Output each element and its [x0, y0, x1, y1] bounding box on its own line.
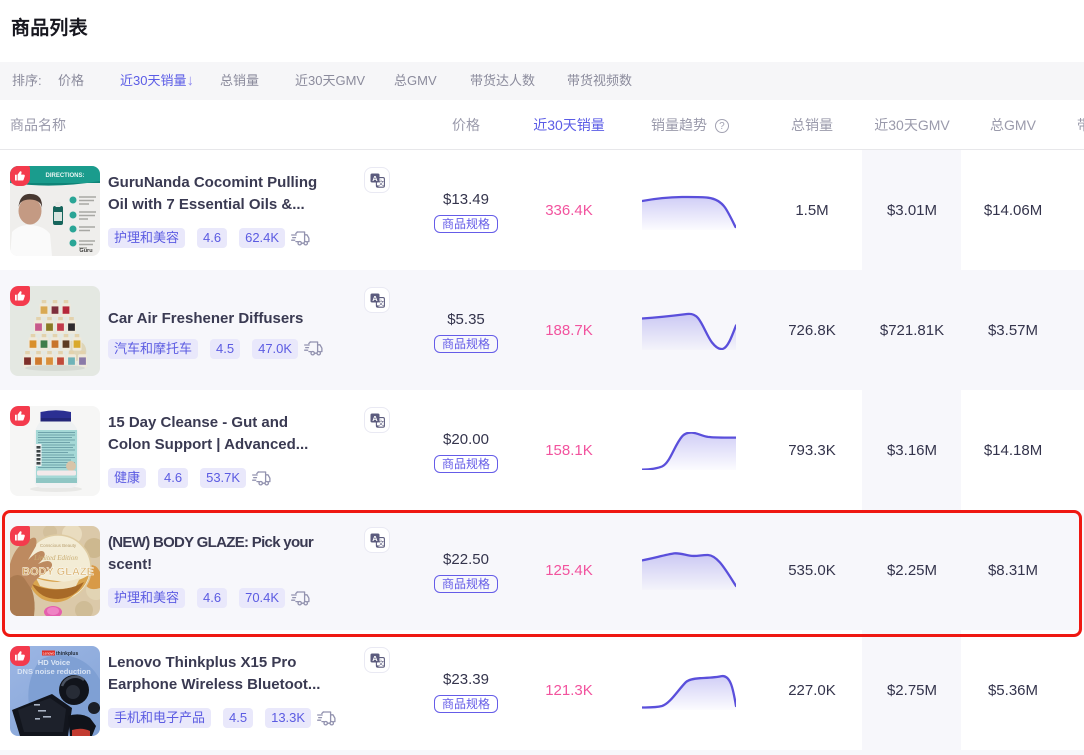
svg-text:Limited Edition: Limited Edition	[33, 554, 78, 562]
svg-text:A: A	[372, 294, 378, 303]
svg-text:thinkplus: thinkplus	[56, 651, 78, 657]
svg-text:HD Voice: HD Voice	[38, 658, 70, 667]
svg-text:文: 文	[377, 178, 384, 187]
svg-text:Conscious Beauty: Conscious Beauty	[40, 543, 77, 548]
svg-text:A: A	[372, 174, 378, 183]
svg-text:文: 文	[377, 418, 384, 427]
svg-text:Lenovo: Lenovo	[43, 652, 55, 656]
svg-text:文: 文	[377, 538, 384, 547]
svg-text:BODY GLAZE: BODY GLAZE	[22, 566, 94, 578]
svg-text:DNS noise reduction: DNS noise reduction	[17, 667, 91, 676]
svg-text:文: 文	[377, 298, 384, 307]
svg-text:文: 文	[377, 658, 384, 667]
svg-text:DIRECTIONS:: DIRECTIONS:	[46, 173, 85, 179]
svg-text:A: A	[372, 534, 378, 543]
svg-text:Guru: Guru	[79, 248, 92, 254]
svg-text:A: A	[372, 654, 378, 663]
svg-text:A: A	[372, 414, 378, 423]
